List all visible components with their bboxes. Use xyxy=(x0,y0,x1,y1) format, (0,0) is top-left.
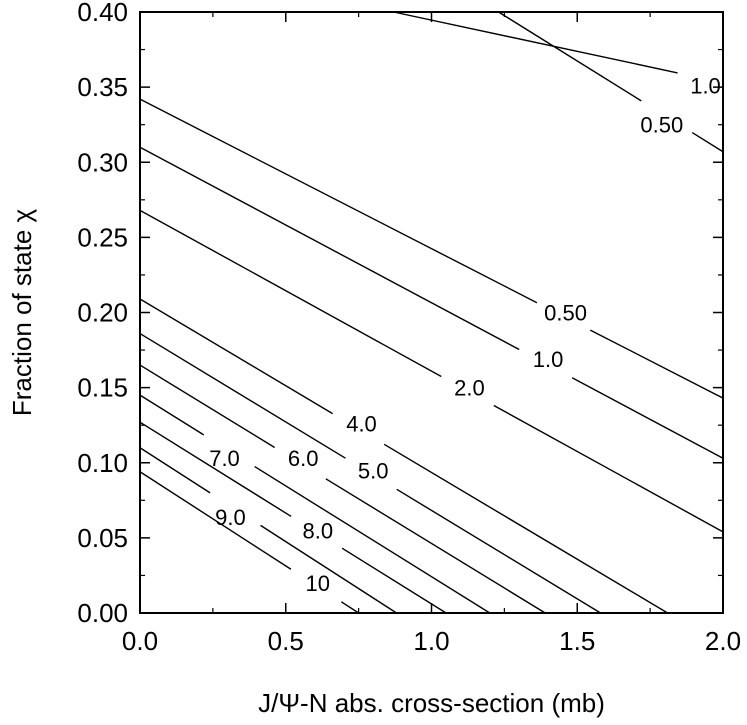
contour-segment xyxy=(493,404,724,533)
contour-line-2 xyxy=(139,98,724,399)
x-axis: 0.0 0.5 1.0 1.5 2.0 xyxy=(122,12,741,656)
contour-segment xyxy=(139,98,538,304)
y-tick-label: 0.40 xyxy=(77,0,128,27)
contour-label-9: 8.0 xyxy=(303,518,334,543)
contour-segment xyxy=(139,394,205,436)
contour-label-11: 10 xyxy=(306,571,330,596)
contour-segment xyxy=(139,364,276,449)
y-tick-label: 0.30 xyxy=(77,147,128,177)
contour-label-5: 4.0 xyxy=(346,412,377,437)
contour-label-4: 2.0 xyxy=(454,376,485,401)
contour-segment xyxy=(393,11,678,74)
contour-line-5 xyxy=(139,298,668,614)
contour-line-9 xyxy=(139,421,447,614)
contour-segment xyxy=(383,443,668,614)
contour-label-10: 9.0 xyxy=(215,505,246,530)
contour-line-8 xyxy=(139,394,491,614)
y-tick-label: 0.05 xyxy=(77,523,128,553)
contour-segment xyxy=(139,332,346,459)
x-tick-label: 2.0 xyxy=(705,626,741,656)
y-axis: 0.00 0.05 0.10 0.15 0.20 0.25 0.30 0.35 0.40 xyxy=(77,0,723,628)
contour-label-1: 0.50 xyxy=(640,113,683,138)
contour-line-10 xyxy=(139,447,397,614)
contour-segment xyxy=(260,524,397,614)
contour-segment xyxy=(571,377,724,459)
contour-segment xyxy=(589,329,724,399)
contour-line-11 xyxy=(139,471,360,614)
x-tick-label: 1.0 xyxy=(413,626,449,656)
contour-segment xyxy=(139,421,292,518)
contour-labels: 1.0 0.50 0.50 1.0 2.0 4.0 5.0 6.0 7.0 8.0 9.0 10 xyxy=(209,74,721,596)
y-axis-title: Fraction of state χ xyxy=(7,209,37,417)
contour-line-1 xyxy=(498,11,724,153)
contour-segment xyxy=(691,131,724,153)
y-tick-label: 0.15 xyxy=(77,373,128,403)
x-tick-label: 0.0 xyxy=(122,626,158,656)
contour-label-7: 6.0 xyxy=(288,446,319,471)
contour-segment xyxy=(139,146,520,351)
contour-line-6 xyxy=(139,332,601,614)
y-tick-label: 0.10 xyxy=(77,448,128,478)
x-tick-label: 1.5 xyxy=(559,626,595,656)
x-tick-label: 0.5 xyxy=(268,626,304,656)
contour-label-2: 0.50 xyxy=(544,301,587,326)
x-axis-title: J/Ψ-N abs. cross-section (mb) xyxy=(258,688,605,718)
contour-segment xyxy=(325,478,546,614)
contour-label-0: 1.0 xyxy=(690,74,721,99)
contour-segment xyxy=(396,488,601,614)
contour-line-3 xyxy=(139,146,724,459)
contour-segment xyxy=(254,465,491,614)
contour-line-4 xyxy=(139,209,724,533)
y-tick-label: 0.25 xyxy=(77,222,128,252)
contour-lines xyxy=(139,11,724,614)
y-tick-label: 0.00 xyxy=(77,598,128,628)
contour-segment xyxy=(498,11,642,102)
y-tick-label: 0.20 xyxy=(77,298,128,328)
contour-segment xyxy=(341,547,447,614)
contour-segment xyxy=(139,471,292,570)
contour-segment xyxy=(139,298,333,415)
contour-segment xyxy=(340,601,360,614)
contour-segment xyxy=(139,447,211,494)
contour-label-8: 7.0 xyxy=(209,446,240,471)
y-tick-label: 0.35 xyxy=(77,72,128,102)
contour-segment xyxy=(139,209,442,378)
contour-line-7 xyxy=(139,364,546,614)
contour-line-0 xyxy=(393,11,678,74)
contour-label-3: 1.0 xyxy=(533,347,564,372)
contour-label-6: 5.0 xyxy=(358,458,389,483)
